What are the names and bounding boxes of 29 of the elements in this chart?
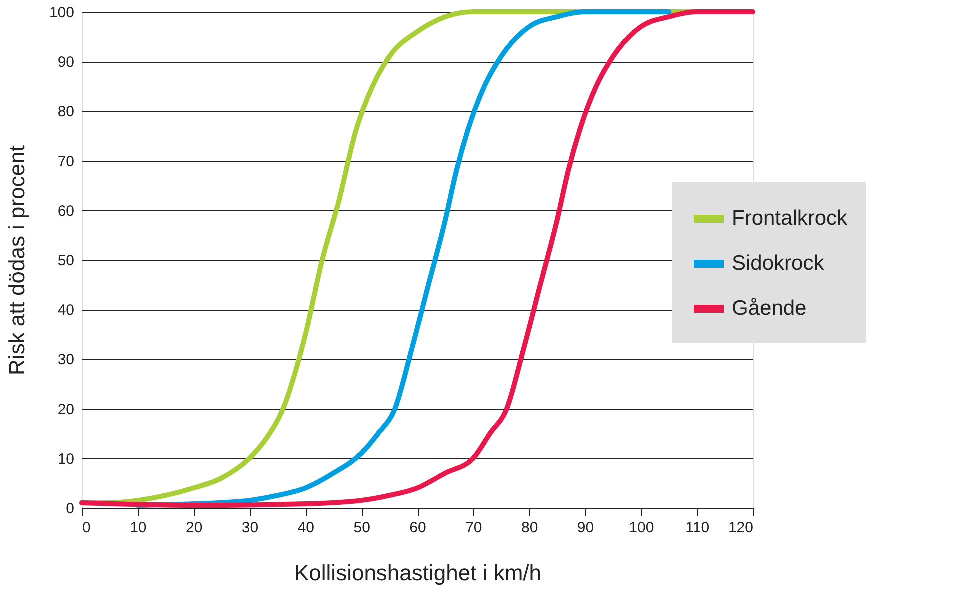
x-tick-label: 0 (82, 520, 91, 536)
x-axis-title: Kollisionshastighet i km/h (294, 560, 542, 586)
y-tick-label: 10 (58, 450, 74, 468)
y-tick-label: 70 (58, 153, 74, 170)
y-tick-label: 20 (58, 401, 74, 418)
y-tick-label: 50 (58, 252, 74, 270)
x-tick-label: 60 (410, 520, 426, 536)
x-tick-label: 30 (242, 520, 259, 536)
x-tick-label: 50 (354, 520, 370, 536)
y-tick-label: 100 (49, 4, 74, 22)
x-tick-label: 90 (577, 520, 594, 536)
y-tick-label: 90 (58, 54, 74, 72)
x-tick-label: 70 (466, 520, 482, 536)
y-tick-label: 80 (58, 104, 74, 121)
x-tick-label: 40 (298, 520, 315, 536)
y-tick-label: 40 (58, 302, 74, 320)
y-tick-label: 60 (58, 202, 74, 220)
legend-label: Sidokrock (732, 252, 825, 275)
x-tick-label: 110 (686, 520, 710, 536)
legend-label: Gående (732, 297, 807, 320)
x-tick-label: 80 (521, 520, 538, 536)
x-tick-label: 10 (130, 520, 147, 536)
y-axis-title: Risk att dödas i procent (4, 146, 30, 376)
x-tick-label: 100 (629, 520, 654, 536)
y-tick-label: 30 (58, 352, 74, 369)
legend-label: Frontalkrock (732, 207, 848, 230)
y-tick-label: 0 (66, 500, 74, 518)
x-tick-label: 120 (728, 520, 754, 536)
x-tick-label: 20 (186, 520, 203, 536)
